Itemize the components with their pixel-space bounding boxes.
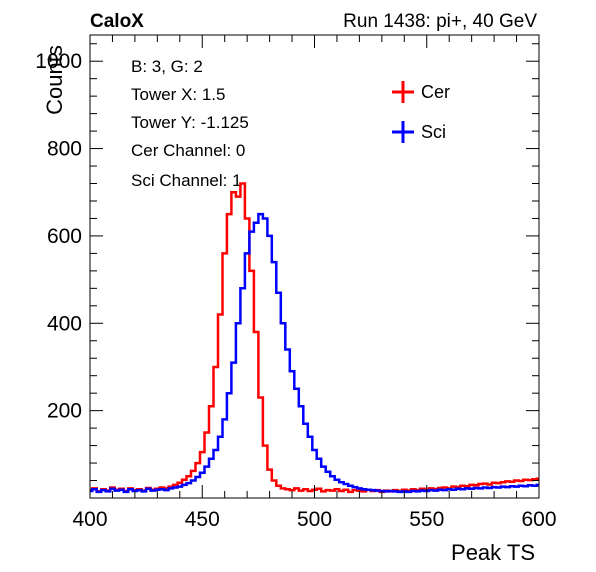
y-tick-label: 200 [47,400,82,423]
legend-label-cer: Cer [421,82,450,102]
axis-layer: 400 450 500 550 600 200 400 600 800 1000 [35,34,557,531]
series-line-sci [90,212,539,494]
series-line-cer [90,182,539,494]
legend: Cer Sci [392,81,450,143]
brand-label: CaloX [90,11,144,32]
x-tick-label: 400 [72,508,107,531]
info-line-cer-channel: Cer Channel: 0 [131,141,245,160]
info-line-sci-channel: Sci Channel: 1 [131,171,242,190]
info-line-board: B: 3, G: 2 [131,57,203,76]
y-tick-label: 800 [47,138,82,161]
x-tick-label: 450 [185,508,220,531]
y-axis-title: Counts [42,45,67,115]
run-info-label: Run 1438: pi+, 40 GeV [343,11,537,32]
x-tick-label: 550 [409,508,444,531]
y-tick-label: 1000 [35,50,82,73]
x-axis-title: Peak TS [451,540,535,565]
info-line-tower-y: Tower Y: -1.125 [131,113,249,132]
y-tick-label: 400 [47,312,82,335]
series-layer [90,182,539,494]
legend-label-sci: Sci [421,122,446,142]
y-tick-label: 600 [47,225,82,248]
x-tick-label: 600 [521,508,556,531]
info-box [118,48,360,196]
info-line-tower-x: Tower X: 1.5 [131,85,226,104]
x-tick-label: 500 [297,508,332,531]
